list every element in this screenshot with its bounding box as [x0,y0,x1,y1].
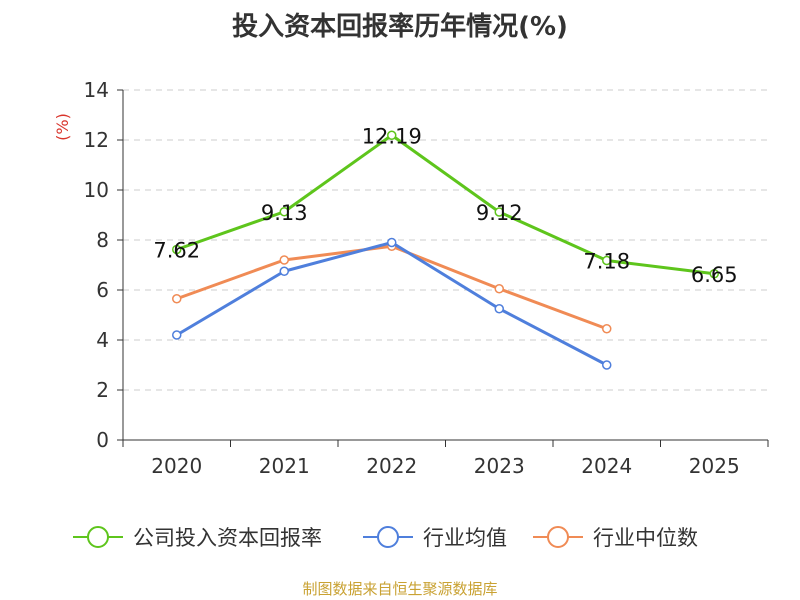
data-label: 7.18 [583,250,630,274]
legend-label: 行业中位数 [593,526,698,550]
grid-lines [123,89,768,391]
x-tick-label: 2020 [151,454,202,478]
data-point [709,269,719,279]
x-tick-label: 2023 [474,454,525,478]
data-point [279,266,289,276]
legend-label: 行业均值 [423,526,507,550]
source-note: 制图数据来自恒生聚源数据库 [302,580,498,598]
series-line [176,244,608,331]
axes: 0 2 4 6 8 10 12 14 2020 2021 2022 2023 2024 2025 (%) [53,78,769,478]
y-tick-label: 2 [96,378,109,402]
data-point [494,207,504,217]
legend[interactable]: 公司投入资本回报率 行业均值 行业中位数 [73,526,698,550]
legend-marker-icon [377,526,399,548]
legend-item[interactable]: 公司投入资本回报率 [73,526,322,550]
data-point [494,284,504,294]
data-label: 12.19 [362,124,422,148]
x-tick-label: 2025 [689,454,740,478]
data-point [279,207,289,217]
y-tick-label: 4 [96,328,109,352]
x-tick-label: 2022 [366,454,417,478]
data-labels: 7.62 9.13 12.19 9.12 7.18 6.65 [153,124,737,287]
data-label: 9.12 [476,201,523,225]
y-tick-label: 12 [84,128,109,152]
data-point [602,360,612,370]
legend-marker-icon [87,526,109,548]
data-label: 9.13 [261,201,308,225]
legend-label: 公司投入资本回报率 [133,526,322,550]
data-point [387,130,397,140]
y-tick-label: 0 [96,428,109,452]
data-point [172,330,182,340]
y-tick-label: 10 [84,178,109,202]
data-point [602,324,612,334]
series-line [176,133,715,276]
data-label: 7.62 [153,239,200,263]
data-point [494,304,504,314]
data-point [387,237,397,248]
legend-item[interactable]: 行业中位数 [533,526,698,550]
data-point [172,294,182,304]
y-axis-label: (%) [53,113,72,141]
data-point [602,255,612,266]
data-point [279,255,289,265]
y-tick-label: 6 [96,278,109,302]
y-tick-label: 14 [84,78,109,102]
y-tick-label: 8 [96,228,109,252]
legend-marker-icon [547,526,569,548]
x-tick-label: 2021 [259,454,310,478]
legend-item[interactable]: 行业均值 [363,526,507,550]
data-label: 6.65 [691,263,738,287]
series-lines [172,130,719,370]
data-point [172,244,182,255]
x-tick-label: 2024 [581,454,632,478]
chart-title: 投入资本回报率历年情况(%) [232,12,568,42]
